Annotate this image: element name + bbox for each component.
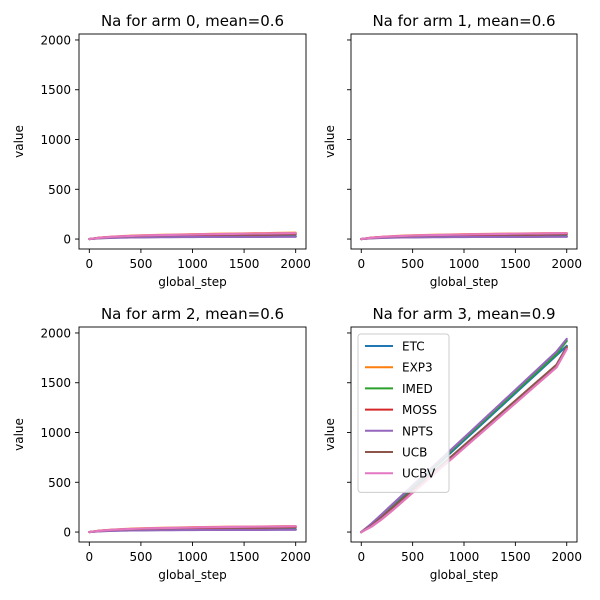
series-line-ucbv [88, 525, 297, 534]
chart-title: Na for arm 0, mean=0.6 [101, 12, 284, 30]
x-tick-label: 1000 [177, 257, 208, 271]
series-group [88, 231, 297, 241]
x-axis-label: global_step [158, 275, 227, 289]
x-tick-label: 1500 [500, 257, 531, 271]
y-axis-label: value [12, 418, 26, 451]
x-tick-label: 500 [129, 550, 152, 564]
x-tick-label: 500 [129, 257, 152, 271]
x-tick-label: 1000 [449, 257, 480, 271]
series-line-npts [88, 528, 297, 534]
x-axis-label: global_step [430, 568, 499, 582]
series-group [360, 231, 568, 241]
legend-label-ucb: UCB [402, 446, 427, 460]
series-line-ucbv [88, 232, 297, 241]
x-axis-label: global_step [430, 275, 499, 289]
series-line-ucbv [360, 348, 568, 534]
series-line-npts [360, 235, 568, 241]
chart-panel-3: 0 500 1000 1500 2000 Na for arm 3, mean=0.9 gl… [323, 305, 582, 582]
y-axis-label: value [323, 125, 337, 158]
y-tick-label: 0 [63, 526, 71, 540]
chart-title: Na for arm 3, mean=0.9 [372, 305, 555, 323]
chart-title: Na for arm 2, mean=0.6 [101, 305, 284, 323]
x-tick-label: 0 [85, 257, 93, 271]
x-tick-label: 1500 [229, 257, 260, 271]
y-tick-label: 1000 [40, 426, 71, 440]
x-tick-label: 2000 [280, 257, 311, 271]
axes-frame [78, 33, 307, 250]
x-tick-label: 500 [401, 550, 424, 564]
x-tick-label: 1000 [449, 550, 480, 564]
y-tick-label: 2000 [40, 33, 71, 47]
y-tick-label: 500 [48, 183, 71, 197]
legend-label-moss: MOSS [402, 403, 437, 417]
legend: ETC EXP3 IMED MOSS NPTS UCB UCBV [357, 333, 450, 493]
x-tick-label: 0 [85, 550, 93, 564]
chart-title: Na for arm 1, mean=0.6 [372, 12, 555, 30]
legend-label-imed: IMED [402, 382, 433, 396]
x-axis-label: global_step [158, 568, 227, 582]
axes-frame [78, 326, 307, 543]
y-axis-label: value [12, 125, 26, 158]
series-line-npts [360, 337, 568, 534]
series-line-ucbv [360, 232, 568, 241]
x-tick-label: 2000 [280, 550, 311, 564]
series-group [88, 525, 297, 534]
series-line-npts [88, 235, 297, 241]
x-tick-label: 1000 [177, 550, 208, 564]
chart-panel-2: 0 500 1000 1500 2000 0 500 1000 1500 2000 Na for a… [12, 305, 311, 582]
x-tick-label: 2000 [551, 550, 582, 564]
y-tick-label: 0 [63, 233, 71, 247]
legend-label-exp3: EXP3 [402, 361, 433, 375]
x-tick-label: 2000 [551, 257, 582, 271]
x-tick-label: 1500 [500, 550, 531, 564]
legend-label-npts: NPTS [402, 424, 433, 438]
y-tick-label: 1000 [40, 133, 71, 147]
y-tick-label: 500 [48, 476, 71, 490]
axes-frame [350, 33, 578, 250]
x-tick-label: 0 [357, 257, 365, 271]
x-tick-label: 0 [357, 550, 365, 564]
chart-panel-1: 0 500 1000 1500 2000 Na for arm 1, mean=0.6 gl… [323, 12, 582, 289]
chart-panel-0: 0 500 1000 1500 2000 0 500 1000 1500 2000 Na for a… [12, 12, 311, 289]
y-tick-label: 1500 [40, 83, 71, 97]
y-tick-label: 2000 [40, 326, 71, 340]
y-axis-label: value [323, 418, 337, 451]
x-tick-label: 1500 [229, 550, 260, 564]
x-tick-label: 500 [401, 257, 424, 271]
legend-label-ucbv: UCBV [402, 467, 436, 481]
y-tick-label: 1500 [40, 376, 71, 390]
series-group [360, 337, 568, 534]
legend-label-etc: ETC [402, 340, 425, 354]
series-line-ucb [360, 345, 568, 534]
